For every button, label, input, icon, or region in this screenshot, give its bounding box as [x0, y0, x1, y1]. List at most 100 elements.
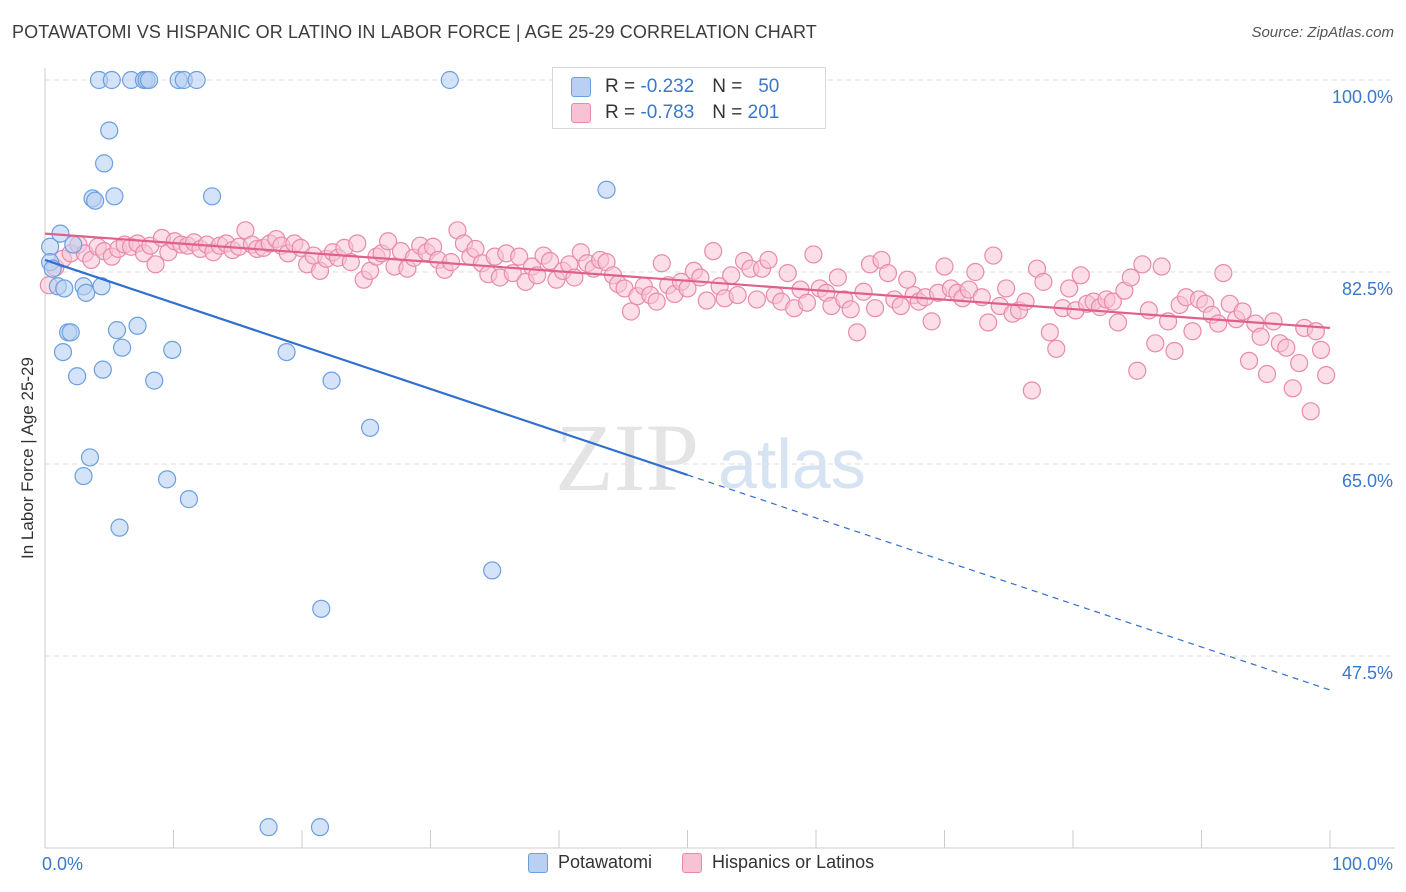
data-point-potawatomi [322, 371, 341, 390]
legend-n-label: N = [712, 102, 743, 123]
x-tick-label: 100.0% [1332, 854, 1393, 874]
watermark-atlas: atlas [718, 425, 866, 503]
data-point-hispanics [841, 300, 860, 319]
data-point-hispanics [1071, 266, 1090, 285]
series-hispanics-points [39, 221, 1336, 421]
legend-row-potawatomi: R = -0.232 N = 50 [571, 75, 779, 99]
data-point-potawatomi [163, 340, 182, 359]
y-axis-label: In Labor Force | Age 25-29 [18, 357, 37, 559]
y-tick-label: 82.5% [1342, 279, 1393, 299]
data-point-hispanics [1209, 314, 1228, 333]
trend-lines [44, 232, 1331, 691]
data-point-potawatomi [61, 323, 80, 342]
legend-swatch-pink [571, 103, 591, 123]
legend-label-potawatomi: Potawatomi [558, 852, 653, 872]
legend-row-hispanics: R = -0.783 N = 201 [571, 101, 779, 125]
data-point-hispanics [979, 313, 998, 332]
data-point-hispanics [1264, 312, 1283, 331]
data-point-potawatomi [64, 235, 83, 254]
trend-line-hispanics [44, 232, 1331, 330]
data-point-hispanics [1047, 339, 1066, 358]
data-point-hispanics [1060, 279, 1079, 298]
data-point-hispanics [1290, 353, 1309, 373]
data-point-hispanics [1022, 381, 1041, 400]
data-point-hispanics [1121, 268, 1140, 287]
legend-n-label: N = [712, 76, 743, 97]
data-point-potawatomi [95, 154, 114, 173]
data-point-potawatomi [483, 561, 502, 580]
data-point-hispanics [898, 270, 917, 289]
data-point-potawatomi [128, 316, 147, 335]
data-point-hispanics [804, 245, 823, 264]
watermark-zip: ZIP [555, 404, 699, 511]
trend-line-potawatomi-extension [687, 474, 1331, 691]
legend-swatch-pink [682, 852, 703, 873]
data-point-hispanics [728, 285, 747, 305]
legend-swatch-blue [528, 852, 548, 873]
data-point-potawatomi [597, 180, 616, 199]
data-point-hispanics [691, 268, 710, 287]
data-point-hispanics [1034, 272, 1053, 291]
data-point-potawatomi [145, 371, 164, 390]
data-point-potawatomi [68, 367, 87, 386]
legend-item-hispanics: Hispanics or Latinos [682, 852, 874, 873]
data-point-hispanics [984, 246, 1003, 265]
data-point-hispanics [966, 262, 985, 282]
axes [44, 68, 1395, 849]
data-point-hispanics [1139, 301, 1158, 320]
data-point-potawatomi [80, 448, 100, 467]
data-point-hispanics [1152, 257, 1171, 276]
data-point-hispanics [621, 302, 641, 321]
data-point-hispanics [828, 268, 847, 287]
data-point-potawatomi [112, 338, 132, 357]
data-point-hispanics [797, 293, 817, 312]
data-point-hispanics [1214, 263, 1233, 283]
data-point-potawatomi [157, 470, 177, 489]
legend-r-label: R = [605, 102, 636, 123]
data-point-hispanics [1239, 351, 1259, 370]
data-point-hispanics [1277, 338, 1296, 357]
data-point-hispanics [378, 232, 398, 251]
data-point-hispanics [647, 292, 666, 311]
chart-title: POTAWATOMI VS HISPANIC OR LATINO IN LABO… [12, 22, 817, 42]
grid-lines [45, 79, 1395, 657]
data-point-hispanics [1283, 379, 1302, 398]
data-point-potawatomi [312, 599, 331, 618]
data-point-hispanics [848, 323, 867, 342]
data-point-hispanics [747, 290, 766, 309]
data-point-potawatomi [310, 818, 330, 837]
legend-r-value: -0.783 [640, 102, 695, 123]
data-point-potawatomi [259, 818, 278, 837]
legend-n-value: 50 [758, 76, 780, 97]
data-point-hispanics [540, 251, 560, 271]
data-point-hispanics [1108, 313, 1128, 332]
data-point-potawatomi [86, 191, 105, 210]
legend-label-hispanics: Hispanics or Latinos [712, 852, 875, 872]
data-point-potawatomi [100, 121, 119, 140]
data-point-potawatomi [179, 490, 199, 509]
y-tick-label: 100.0% [1332, 87, 1393, 107]
data-point-hispanics [1257, 364, 1277, 384]
data-point-hispanics [1183, 322, 1202, 341]
legend-item-potawatomi: Potawatomi [528, 852, 652, 873]
series-legend: Potawatomi Hispanics or Latinos [528, 852, 904, 873]
data-point-potawatomi [77, 283, 96, 302]
source-label: Source: ZipAtlas.com [1251, 24, 1394, 41]
data-point-hispanics [341, 253, 360, 272]
data-point-potawatomi [277, 342, 296, 362]
data-point-potawatomi [202, 187, 222, 206]
data-point-potawatomi [105, 187, 124, 206]
data-point-potawatomi [107, 321, 127, 340]
data-point-hispanics [697, 291, 716, 310]
y-tick-label: 65.0% [1342, 471, 1393, 491]
data-point-potawatomi [74, 466, 93, 486]
data-point-potawatomi [110, 518, 129, 537]
legend-swatch-blue [571, 77, 591, 97]
x-tick-label: 0.0% [42, 854, 83, 874]
data-point-hispanics [778, 263, 797, 283]
data-point-hispanics [878, 263, 898, 283]
data-point-hispanics [510, 247, 529, 266]
data-point-hispanics [146, 255, 165, 274]
data-point-potawatomi [361, 418, 380, 437]
data-point-potawatomi [440, 70, 459, 90]
